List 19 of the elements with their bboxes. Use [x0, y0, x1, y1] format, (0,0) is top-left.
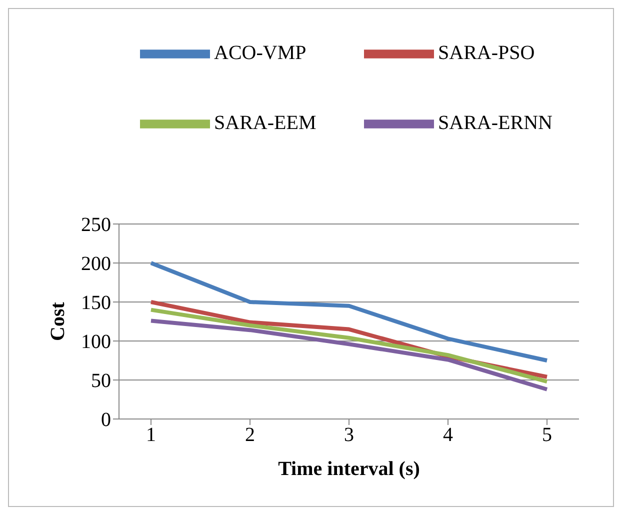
- x-tick-label: 5: [542, 424, 552, 446]
- x-axis-title: Time interval (s): [278, 458, 420, 480]
- y-tick-label: 0: [101, 409, 111, 432]
- line-series: [149, 261, 549, 362]
- legend-label: SARA-PSO: [438, 40, 536, 65]
- line-series: [149, 318, 549, 392]
- x-tick-label: 4: [443, 424, 453, 446]
- x-tick-label: 3: [344, 424, 354, 446]
- y-tick-label: 150: [81, 292, 111, 314]
- x-tick-label: 2: [245, 424, 255, 446]
- y-tick-label: 100: [81, 331, 111, 354]
- y-tick-label: 50: [91, 370, 111, 392]
- legend-label: SARA-ERNN: [438, 110, 554, 135]
- y-tick-label: 250: [81, 214, 111, 236]
- legend-label: SARA-EEM: [214, 110, 318, 135]
- legend-label: ACO-VMP: [214, 40, 308, 65]
- x-tick-label: 1: [146, 424, 156, 446]
- y-tick-label: 200: [81, 253, 111, 276]
- y-axis-title: Cost: [47, 302, 70, 341]
